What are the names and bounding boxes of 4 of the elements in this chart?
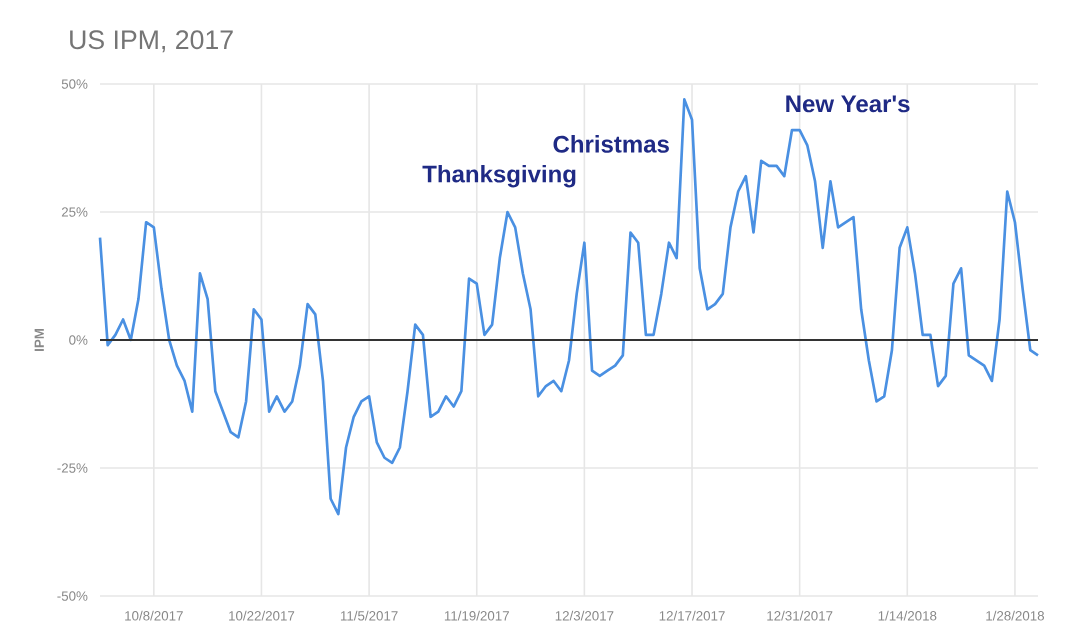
annotation: Thanksgiving bbox=[422, 164, 576, 188]
annotation: Christmas bbox=[553, 135, 669, 153]
chart-title: US IPM, 2017 bbox=[70, 30, 233, 53]
annotation: New Year's bbox=[786, 95, 910, 113]
